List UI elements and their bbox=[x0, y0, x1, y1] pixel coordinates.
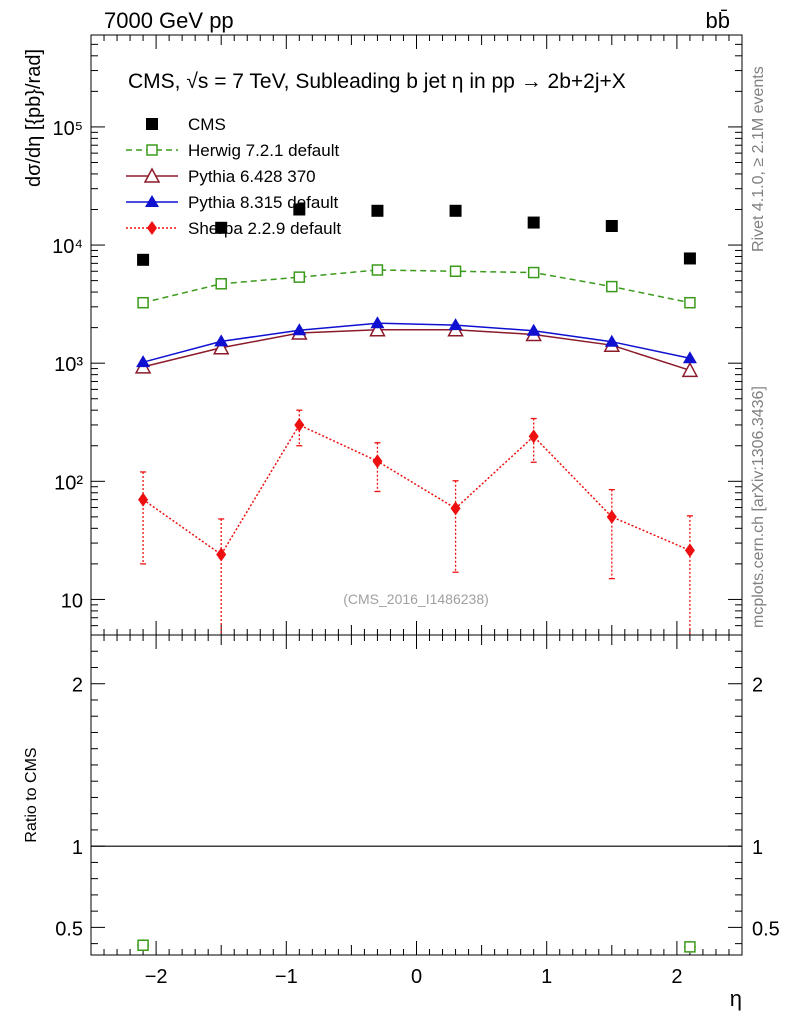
data-point bbox=[450, 501, 461, 516]
series-line bbox=[142, 328, 691, 372]
data-point bbox=[137, 296, 149, 309]
ratio-y-tick-label-right: 0.5 bbox=[752, 918, 780, 940]
x-tick-label: −2 bbox=[145, 966, 168, 988]
header-collision-label: 7000 GeV pp bbox=[104, 8, 234, 33]
data-point bbox=[605, 219, 618, 232]
data-point bbox=[606, 280, 618, 293]
legend-entry: CMS bbox=[146, 115, 226, 134]
data-point bbox=[449, 204, 462, 217]
data-point bbox=[216, 547, 227, 562]
legend-marker bbox=[147, 221, 157, 235]
data-point bbox=[212, 339, 230, 355]
data-point bbox=[214, 334, 229, 347]
legend-label: Pythia 8.315 default bbox=[188, 193, 339, 212]
data-point bbox=[293, 271, 306, 283]
main-y-tick-label: 10³ bbox=[54, 354, 83, 376]
data-point bbox=[215, 221, 228, 234]
data-point bbox=[527, 216, 540, 229]
data-point bbox=[138, 492, 149, 507]
x-tick-label: 1 bbox=[541, 966, 552, 988]
main-y-tick-label: 10 bbox=[61, 590, 83, 612]
data-point bbox=[293, 203, 306, 216]
legend-label: Pythia 6.428 370 bbox=[188, 167, 316, 186]
data-point bbox=[371, 204, 384, 217]
ratio-y-tick-label-right: 1 bbox=[752, 837, 763, 859]
ratio-y-tick-label-left: 0.5 bbox=[55, 918, 83, 940]
mcplots-reference-label: mcplots.cern.ch [arXiv:1306.3436] bbox=[750, 386, 767, 628]
series-cms bbox=[137, 203, 696, 266]
data-point bbox=[448, 318, 463, 331]
ratio-y-axis-title: Ratio to CMS bbox=[23, 747, 40, 842]
legend-entry: Herwig 7.2.1 default bbox=[126, 141, 339, 160]
ratio-data-point bbox=[684, 941, 696, 953]
data-point bbox=[604, 334, 619, 347]
ratio-panel-frame bbox=[90, 634, 743, 956]
main-y-tick-label: 10⁵ bbox=[52, 118, 83, 140]
x-axis-title: η bbox=[730, 986, 742, 1011]
x-tick-label: −1 bbox=[275, 966, 298, 988]
plot-title: CMS, √s = 7 TeV, Subleading b jet η in p… bbox=[128, 70, 626, 93]
main-y-tick-label: 10² bbox=[54, 472, 83, 494]
ratio-axis-ticks: −2 −1 0 1 2 0.5 0.5 1 1 2 2 bbox=[55, 635, 780, 988]
legend-marker bbox=[146, 144, 158, 156]
ratio-y-tick-label-right: 2 bbox=[752, 675, 763, 697]
data-point bbox=[526, 323, 541, 336]
ratio-y-tick-label-left: 1 bbox=[72, 837, 83, 859]
data-point bbox=[371, 264, 384, 276]
data-point bbox=[684, 296, 696, 309]
data-point bbox=[682, 351, 697, 364]
data-point bbox=[292, 323, 307, 336]
data-point bbox=[294, 417, 305, 432]
main-series-layer bbox=[134, 203, 699, 635]
analysis-watermark: (CMS_2016_I1486238) bbox=[343, 591, 489, 607]
main-axis-ticks: 10 10² 10³ 10⁴ 10⁵ bbox=[52, 34, 743, 636]
main-y-tick-label: 10⁴ bbox=[52, 236, 83, 258]
data-point bbox=[137, 253, 150, 266]
data-point bbox=[215, 278, 227, 290]
data-point bbox=[606, 509, 617, 524]
ratio-data-point bbox=[137, 939, 149, 952]
legend-marker bbox=[145, 195, 159, 207]
series-herwig-7-2-1-default bbox=[137, 264, 696, 309]
legend-marker bbox=[146, 118, 158, 130]
ratio-y-tick-label-left: 2 bbox=[72, 675, 83, 697]
x-tick-label: 0 bbox=[411, 966, 422, 988]
legend: CMS Herwig 7.2.1 default Pythia 6.428 370 P… bbox=[126, 115, 341, 238]
header-final-state-label: bb̄ bbox=[706, 8, 730, 33]
data-point bbox=[528, 429, 539, 444]
data-point bbox=[449, 265, 462, 278]
series-pythia-6-428-370 bbox=[134, 321, 699, 378]
ratio-series-layer bbox=[137, 939, 696, 953]
legend-label: CMS bbox=[188, 115, 226, 134]
legend-label: Herwig 7.2.1 default bbox=[188, 141, 339, 160]
ratio-series-herwig bbox=[137, 939, 696, 953]
main-y-axis-title: dσ/dη [{pb}/rad] bbox=[23, 49, 45, 187]
series-line bbox=[142, 322, 691, 363]
data-point bbox=[136, 355, 151, 368]
legend-marker bbox=[143, 167, 161, 183]
data-point bbox=[684, 543, 695, 558]
rivet-version-label: Rivet 4.1.0, ≥ 2.1M events bbox=[750, 66, 767, 252]
data-point bbox=[681, 361, 699, 378]
legend-entry: Pythia 6.428 370 bbox=[126, 167, 316, 186]
data-point bbox=[683, 252, 696, 265]
data-point bbox=[527, 266, 540, 279]
x-tick-label: 2 bbox=[671, 966, 682, 988]
data-point bbox=[370, 316, 385, 329]
series-line bbox=[142, 269, 691, 304]
data-point bbox=[369, 321, 386, 337]
legend-entry: Sherpa 2.2.9 default bbox=[126, 219, 341, 238]
series-sherpa-2-2-9-default bbox=[138, 409, 695, 635]
legend-entry: Pythia 8.315 default bbox=[126, 193, 339, 212]
series-line bbox=[142, 423, 691, 556]
series-pythia-8-315-default bbox=[136, 316, 697, 368]
data-point bbox=[372, 454, 383, 469]
legend-label: Sherpa 2.2.9 default bbox=[188, 219, 341, 238]
